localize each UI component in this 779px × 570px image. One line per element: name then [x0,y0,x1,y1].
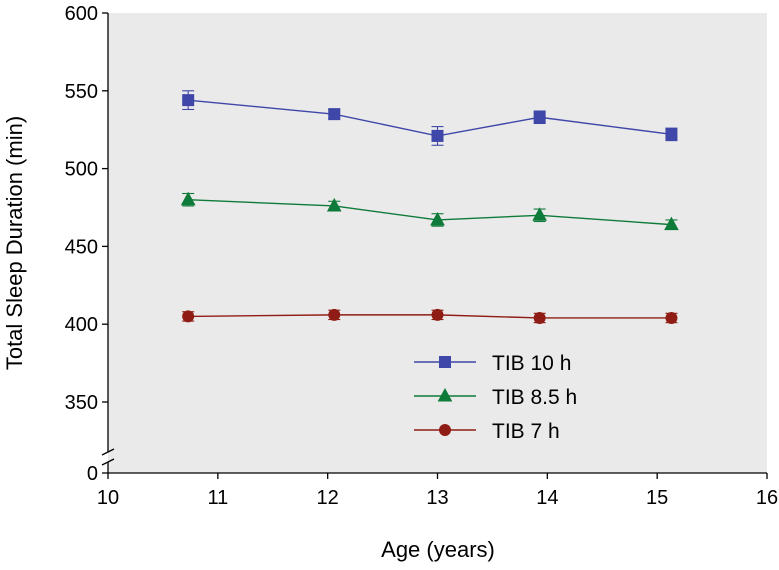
y-tick-label: 350 [65,392,98,414]
legend-marker [437,387,453,402]
y-tick-label: 450 [65,236,98,258]
series-tib-7-h [182,308,678,324]
data-point [665,128,678,141]
y-axis-break-mark [101,448,115,456]
x-tick-label: 15 [646,487,668,509]
legend-label: TIB 7 h [492,420,560,443]
x-tick-label: 13 [426,487,448,509]
data-point [665,311,678,324]
legend-entry-tib-7-h: TIB 7 h [414,420,560,443]
data-point [182,310,195,323]
y-tick-label: 600 [65,3,98,25]
legend: TIB 10 h TIB 8.5 h TIB 7 h [414,352,577,443]
legend-entry-tib-8-5-h: TIB 8.5 h [414,386,577,409]
y-tick-label: 0 [87,463,98,485]
y-axis-break-mark [101,458,115,466]
legend-entry-tib-10-h: TIB 10 h [414,352,571,375]
x-tick-label: 16 [756,487,778,509]
data-point [430,211,445,226]
data-point [664,216,679,231]
data-point [431,308,444,321]
plot-area-background [108,13,767,473]
y-tick-label: 550 [65,81,98,103]
legend-marker [439,424,451,436]
y-tick-label: 400 [65,314,98,336]
data-point [328,308,341,321]
data-point [182,94,195,107]
plot-layer [180,90,679,324]
series-tib-8-5-h [180,191,679,231]
y-axis-label: Total Sleep Duration (min) [2,116,27,370]
x-tick-label: 10 [97,487,119,509]
data-point [533,111,546,124]
legend-marker [439,356,451,368]
y-tick-label: 500 [65,159,98,181]
data-point [533,311,546,324]
series-tib-10-h [182,90,678,146]
data-point [532,207,547,221]
x-tick-label: 12 [317,487,339,509]
legend-label: TIB 8.5 h [492,386,577,409]
axes-layer: 0 350 400 450 500 550 600 10 11 12 13 14 15 16 [65,3,779,509]
data-point [328,108,341,121]
x-tick-label: 14 [536,487,558,509]
legend-label: TIB 10 h [492,352,571,375]
data-point [326,197,342,212]
x-tick-label: 11 [207,487,228,509]
x-axis-label: Age (years) [381,537,495,562]
data-point [431,129,444,142]
data-point [180,191,196,206]
